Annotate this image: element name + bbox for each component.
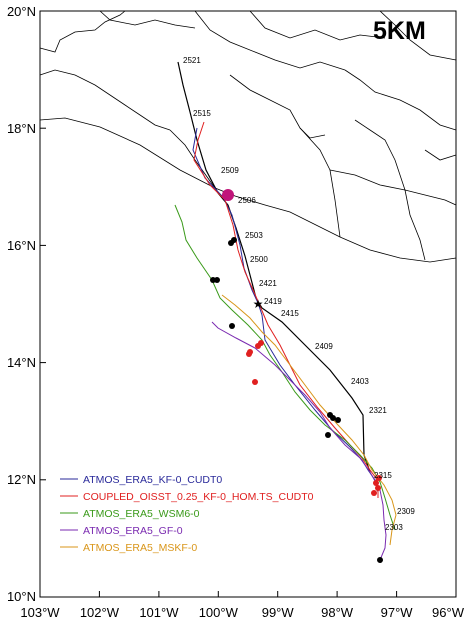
tick-marks xyxy=(39,10,457,598)
track-hour-labels: 2521 2515 2509 2506 2503 2500 2421 2419 … xyxy=(183,56,415,532)
lat-label: 18°N xyxy=(7,121,36,136)
hour-label: 2309 xyxy=(397,507,415,516)
map-frame xyxy=(39,10,457,598)
lat-label: 16°N xyxy=(7,238,36,253)
lat-label: 10°N xyxy=(7,589,36,604)
red-dot xyxy=(246,351,252,357)
lat-label: 14°N xyxy=(7,355,36,370)
red-dot xyxy=(252,379,258,385)
black-dot xyxy=(325,432,331,438)
lon-label: 98°W xyxy=(321,605,354,620)
state-border xyxy=(229,74,326,139)
legend-label: ATMOS_ERA5_WSM6-0 xyxy=(83,508,200,520)
coastline xyxy=(39,10,457,263)
hour-label: 2315 xyxy=(374,471,392,480)
legend-item: ATMOS_ERA5_GF-0 xyxy=(60,525,183,537)
red-dot xyxy=(375,485,381,491)
state-border xyxy=(404,189,426,261)
state-border xyxy=(99,10,196,29)
lat-label: 12°N xyxy=(7,472,36,487)
hour-label: 2409 xyxy=(315,342,333,351)
lat-axis-labels: 20°N 18°N 16°N 14°N 12°N 10°N xyxy=(7,4,36,604)
hour-label: 2419 xyxy=(264,297,282,306)
track-dots: ★ xyxy=(210,189,383,563)
black-dot xyxy=(330,415,336,421)
legend: ATMOS_ERA5_KF-0_CUDT0 COUPLED_OISST_0.25… xyxy=(60,474,314,554)
hour-label: 2303 xyxy=(385,523,403,532)
map-title: 5KM xyxy=(373,17,426,45)
state-border xyxy=(424,149,457,161)
lat-label: 20°N xyxy=(7,4,36,19)
hour-label: 2415 xyxy=(281,309,299,318)
black-dot xyxy=(214,277,220,283)
state-border xyxy=(169,129,216,189)
hour-label: 2321 xyxy=(369,406,387,415)
black-dot xyxy=(377,557,383,563)
lon-axis-labels: 103°W 102°W 101°W 100°W 99°W 98°W 97°W 9… xyxy=(20,605,464,620)
state-border xyxy=(354,119,406,191)
lon-label: 102°W xyxy=(80,605,120,620)
state-border xyxy=(39,10,126,53)
hour-label: 2503 xyxy=(245,231,263,240)
hour-label: 2506 xyxy=(238,196,256,205)
lon-label: 99°W xyxy=(262,605,295,620)
red-dot xyxy=(376,475,382,481)
star-marker: ★ xyxy=(253,297,264,311)
state-border xyxy=(344,69,457,131)
state-border xyxy=(194,10,346,71)
track-mskf xyxy=(221,294,397,546)
lon-label: 100°W xyxy=(199,605,239,620)
hour-label: 2421 xyxy=(259,279,277,288)
hour-label: 2521 xyxy=(183,56,201,65)
landfall-marker xyxy=(222,189,234,201)
legend-item: COUPLED_OISST_0.25_KF-0_HOM.TS_CUDT0 xyxy=(60,491,314,503)
track-coupled xyxy=(193,121,379,498)
red-dot xyxy=(255,343,261,349)
state-border xyxy=(379,10,457,61)
legend-item: ATMOS_ERA5_WSM6-0 xyxy=(60,508,200,520)
black-dot xyxy=(335,417,341,423)
state-border xyxy=(39,69,171,131)
hour-label: 2403 xyxy=(351,377,369,386)
legend-item: ATMOS_ERA5_MSKF-0 xyxy=(60,542,197,554)
observed-track xyxy=(177,61,371,473)
lon-label: 96°W xyxy=(432,605,465,620)
legend-label: ATMOS_ERA5_MSKF-0 xyxy=(83,542,197,554)
black-dot xyxy=(229,323,235,329)
lon-label: 101°W xyxy=(139,605,179,620)
pacific-coastline xyxy=(39,117,457,263)
legend-label: ATMOS_ERA5_KF-0_CUDT0 xyxy=(83,474,222,486)
legend-label: COUPLED_OISST_0.25_KF-0_HOM.TS_CUDT0 xyxy=(83,491,314,503)
legend-label: ATMOS_ERA5_GF-0 xyxy=(83,525,183,537)
lon-label: 103°W xyxy=(20,605,60,620)
black-dot xyxy=(228,240,234,246)
red-dot xyxy=(371,490,377,496)
hour-label: 2509 xyxy=(221,166,239,175)
state-border xyxy=(249,10,386,41)
hour-label: 2515 xyxy=(193,109,211,118)
legend-item: ATMOS_ERA5_KF-0_CUDT0 xyxy=(60,474,222,486)
hour-label: 2500 xyxy=(250,255,268,264)
track-gf xyxy=(211,321,387,561)
red-dot xyxy=(373,480,379,486)
lon-label: 97°W xyxy=(381,605,414,620)
